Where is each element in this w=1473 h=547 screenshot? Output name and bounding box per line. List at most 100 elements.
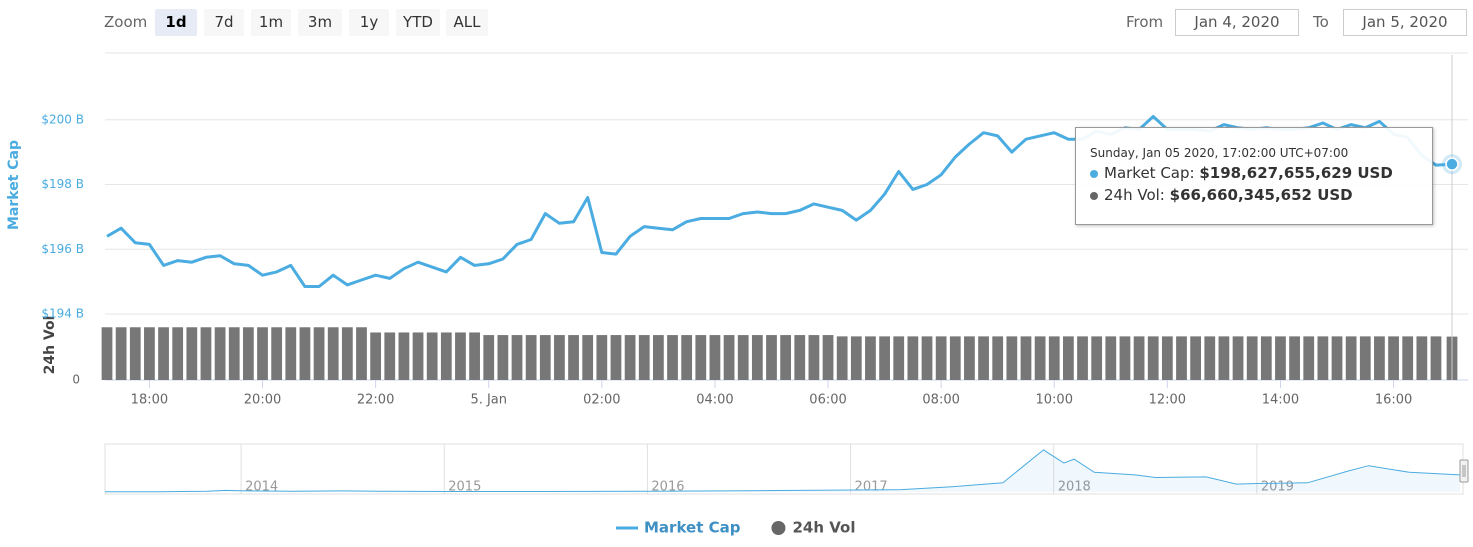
navigator-handle[interactable] bbox=[1459, 459, 1469, 483]
volume-bar bbox=[1359, 336, 1371, 380]
y-tick-label: $200 B bbox=[41, 112, 84, 126]
x-tick-label: 04:00 bbox=[696, 393, 733, 408]
tooltip-value: $198,627,655,629 USD bbox=[1199, 164, 1393, 182]
volume-bar bbox=[341, 327, 353, 380]
volume-bar bbox=[1048, 336, 1060, 380]
volume-bar bbox=[822, 335, 834, 380]
zoom-button[interactable]: 7d bbox=[204, 9, 244, 36]
x-tick-label: 5. Jan bbox=[470, 393, 507, 408]
volume-bar bbox=[850, 336, 862, 380]
volume-bar bbox=[511, 335, 523, 380]
volume-bar bbox=[1402, 336, 1414, 380]
volume-bar bbox=[1260, 336, 1272, 380]
zoom-button[interactable]: YTD bbox=[396, 9, 440, 36]
volume-bar bbox=[667, 335, 678, 380]
volume-bar bbox=[426, 332, 438, 380]
legend-label: Market Cap bbox=[644, 519, 741, 537]
volume-bar bbox=[1232, 336, 1244, 380]
volume-bar bbox=[992, 336, 1004, 380]
volume-bar bbox=[412, 332, 424, 380]
volume-bar bbox=[893, 336, 905, 380]
volume-bar bbox=[808, 335, 820, 380]
volume-bar bbox=[737, 335, 749, 380]
volume-bar bbox=[384, 332, 396, 380]
volume-bar bbox=[596, 335, 608, 380]
zoom-button[interactable]: 1y bbox=[349, 9, 389, 36]
volume-bar bbox=[638, 335, 650, 380]
volume-bar bbox=[455, 332, 466, 380]
zoom-button[interactable]: 3m bbox=[298, 9, 342, 36]
volume-bar bbox=[794, 335, 806, 380]
volume-bar bbox=[1176, 336, 1187, 380]
to-input[interactable]: Jan 5, 2020 bbox=[1343, 9, 1467, 36]
volume-bar bbox=[200, 327, 212, 380]
navigator-area bbox=[105, 449, 1460, 492]
y-tick-label: $198 B bbox=[41, 177, 84, 191]
volume-bar bbox=[172, 327, 184, 380]
tooltip-line: 24h Vol: $66,660,345,652 USD bbox=[1090, 186, 1432, 206]
volume-bar bbox=[243, 327, 254, 380]
navigator-tick-label: 2017 bbox=[855, 480, 888, 495]
volume-bar bbox=[327, 327, 339, 380]
from-label: From bbox=[1126, 13, 1164, 31]
volume-bar bbox=[1275, 336, 1286, 380]
volume-bar bbox=[766, 335, 777, 380]
volume-bar bbox=[865, 336, 876, 380]
volume-bar bbox=[1119, 336, 1131, 380]
volume-bar bbox=[1289, 336, 1300, 380]
volume-bar bbox=[751, 335, 763, 380]
x-tick-label: 16:00 bbox=[1375, 393, 1412, 408]
volume-bar bbox=[836, 336, 848, 380]
volume-bar bbox=[653, 335, 664, 380]
tooltip-label: 24h Vol: bbox=[1104, 186, 1165, 204]
volume-bar bbox=[935, 336, 947, 380]
volume-bar bbox=[440, 332, 452, 380]
navigator-line bbox=[105, 449, 1461, 493]
x-tick-label: 18:00 bbox=[131, 393, 168, 408]
volume-bar bbox=[257, 327, 268, 380]
volume-bar bbox=[370, 332, 382, 380]
volume-bar bbox=[1246, 336, 1258, 380]
volume-bar bbox=[186, 327, 198, 380]
volume-bar bbox=[1416, 336, 1428, 380]
volume-bar bbox=[624, 335, 636, 380]
volume-bar bbox=[1105, 336, 1117, 380]
volume-bar bbox=[723, 335, 735, 380]
volume-bar bbox=[539, 335, 551, 380]
volume-bar bbox=[1331, 336, 1343, 380]
volume-bar bbox=[709, 335, 721, 380]
volume-bar bbox=[1020, 336, 1032, 380]
navigator-tick-label: 2014 bbox=[245, 480, 278, 495]
volume-bar bbox=[978, 336, 989, 380]
volume-bar bbox=[964, 336, 975, 380]
volume-bar bbox=[949, 336, 961, 380]
volume-bar bbox=[1133, 336, 1145, 380]
navigator-tick-label: 2015 bbox=[448, 480, 481, 495]
volume-bar bbox=[1204, 336, 1216, 380]
y-tick-label: $196 B bbox=[41, 242, 84, 256]
x-tick-label: 20:00 bbox=[244, 393, 281, 408]
from-input[interactable]: Jan 4, 2020 bbox=[1175, 9, 1299, 36]
volume-bar bbox=[879, 336, 890, 380]
tooltip-label: Market Cap: bbox=[1104, 164, 1195, 182]
volume-bar bbox=[1091, 336, 1103, 380]
y-tick-label: $194 B bbox=[41, 307, 84, 321]
navigator-tick-label: 2016 bbox=[651, 480, 684, 495]
x-tick-label: 12:00 bbox=[1149, 393, 1186, 408]
volume-bar bbox=[285, 327, 297, 380]
tooltip-value: $66,660,345,652 USD bbox=[1169, 186, 1353, 204]
volume-bar bbox=[921, 336, 933, 380]
volume-bar bbox=[356, 327, 367, 380]
volume-bar bbox=[1063, 336, 1074, 380]
market-cap-line bbox=[106, 115, 1453, 288]
zoom-button[interactable]: ALL bbox=[446, 9, 488, 36]
zoom-button[interactable]: 1m bbox=[251, 9, 291, 36]
tooltip-title: Sunday, Jan 05 2020, 17:02:00 UTC+07:00 bbox=[1090, 146, 1349, 160]
volume-bar bbox=[681, 335, 693, 380]
volume-bar bbox=[1374, 336, 1385, 380]
volume-bar bbox=[1430, 336, 1442, 380]
y2-tick-label: 0 bbox=[72, 373, 80, 387]
hover-point bbox=[1445, 157, 1459, 171]
zoom-button[interactable]: 1d bbox=[155, 9, 197, 36]
